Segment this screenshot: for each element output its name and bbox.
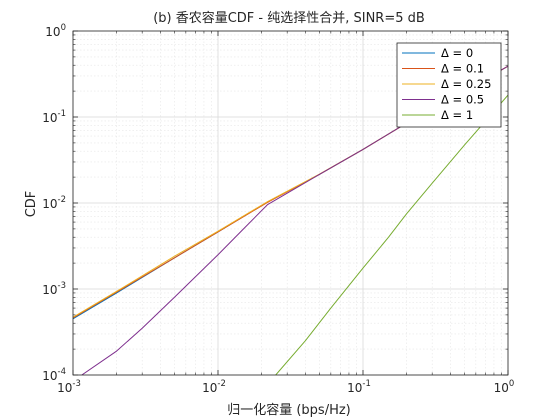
legend-box	[396, 42, 502, 128]
legend-label-3: Δ = 0.5	[441, 93, 484, 107]
chart-title: (b) 香农容量CDF - 纯选择性合并, SINR=5 dB	[153, 10, 425, 26]
legend-label-1: Δ = 0.1	[441, 62, 484, 76]
x-tick-label: 10-1	[347, 379, 371, 395]
y-axis-label: CDF	[24, 191, 39, 218]
series-line-4	[275, 94, 508, 375]
x-tick-label: 100	[494, 379, 515, 395]
y-tick-label: 10-3	[42, 281, 66, 297]
legend-label-0: Δ = 0	[441, 46, 473, 60]
y-tick-label: 10-2	[42, 195, 66, 211]
legend-label-2: Δ = 0.25	[441, 77, 491, 91]
tick-marks	[72, 30, 509, 376]
y-tick-label: 100	[45, 23, 66, 39]
x-tick-label: 10-2	[202, 379, 226, 395]
y-tick-label: 10-1	[42, 109, 66, 125]
x-axis-label: 归一化容量 (bps/Hz)	[227, 402, 351, 418]
y-tick-label: 10-4	[42, 367, 66, 383]
x-tick-label: 10-3	[57, 379, 81, 395]
legend-label-4: Δ = 1	[441, 108, 473, 122]
x-tick-labels: 10-3 10-2 10-1 100	[57, 379, 514, 395]
legend: Δ = 0 Δ = 0.1Δ = 0.25 Δ = 0.5Δ = 1	[396, 42, 502, 128]
y-tick-labels: 10-4 10-3 10-2 10-1 100	[42, 23, 66, 383]
